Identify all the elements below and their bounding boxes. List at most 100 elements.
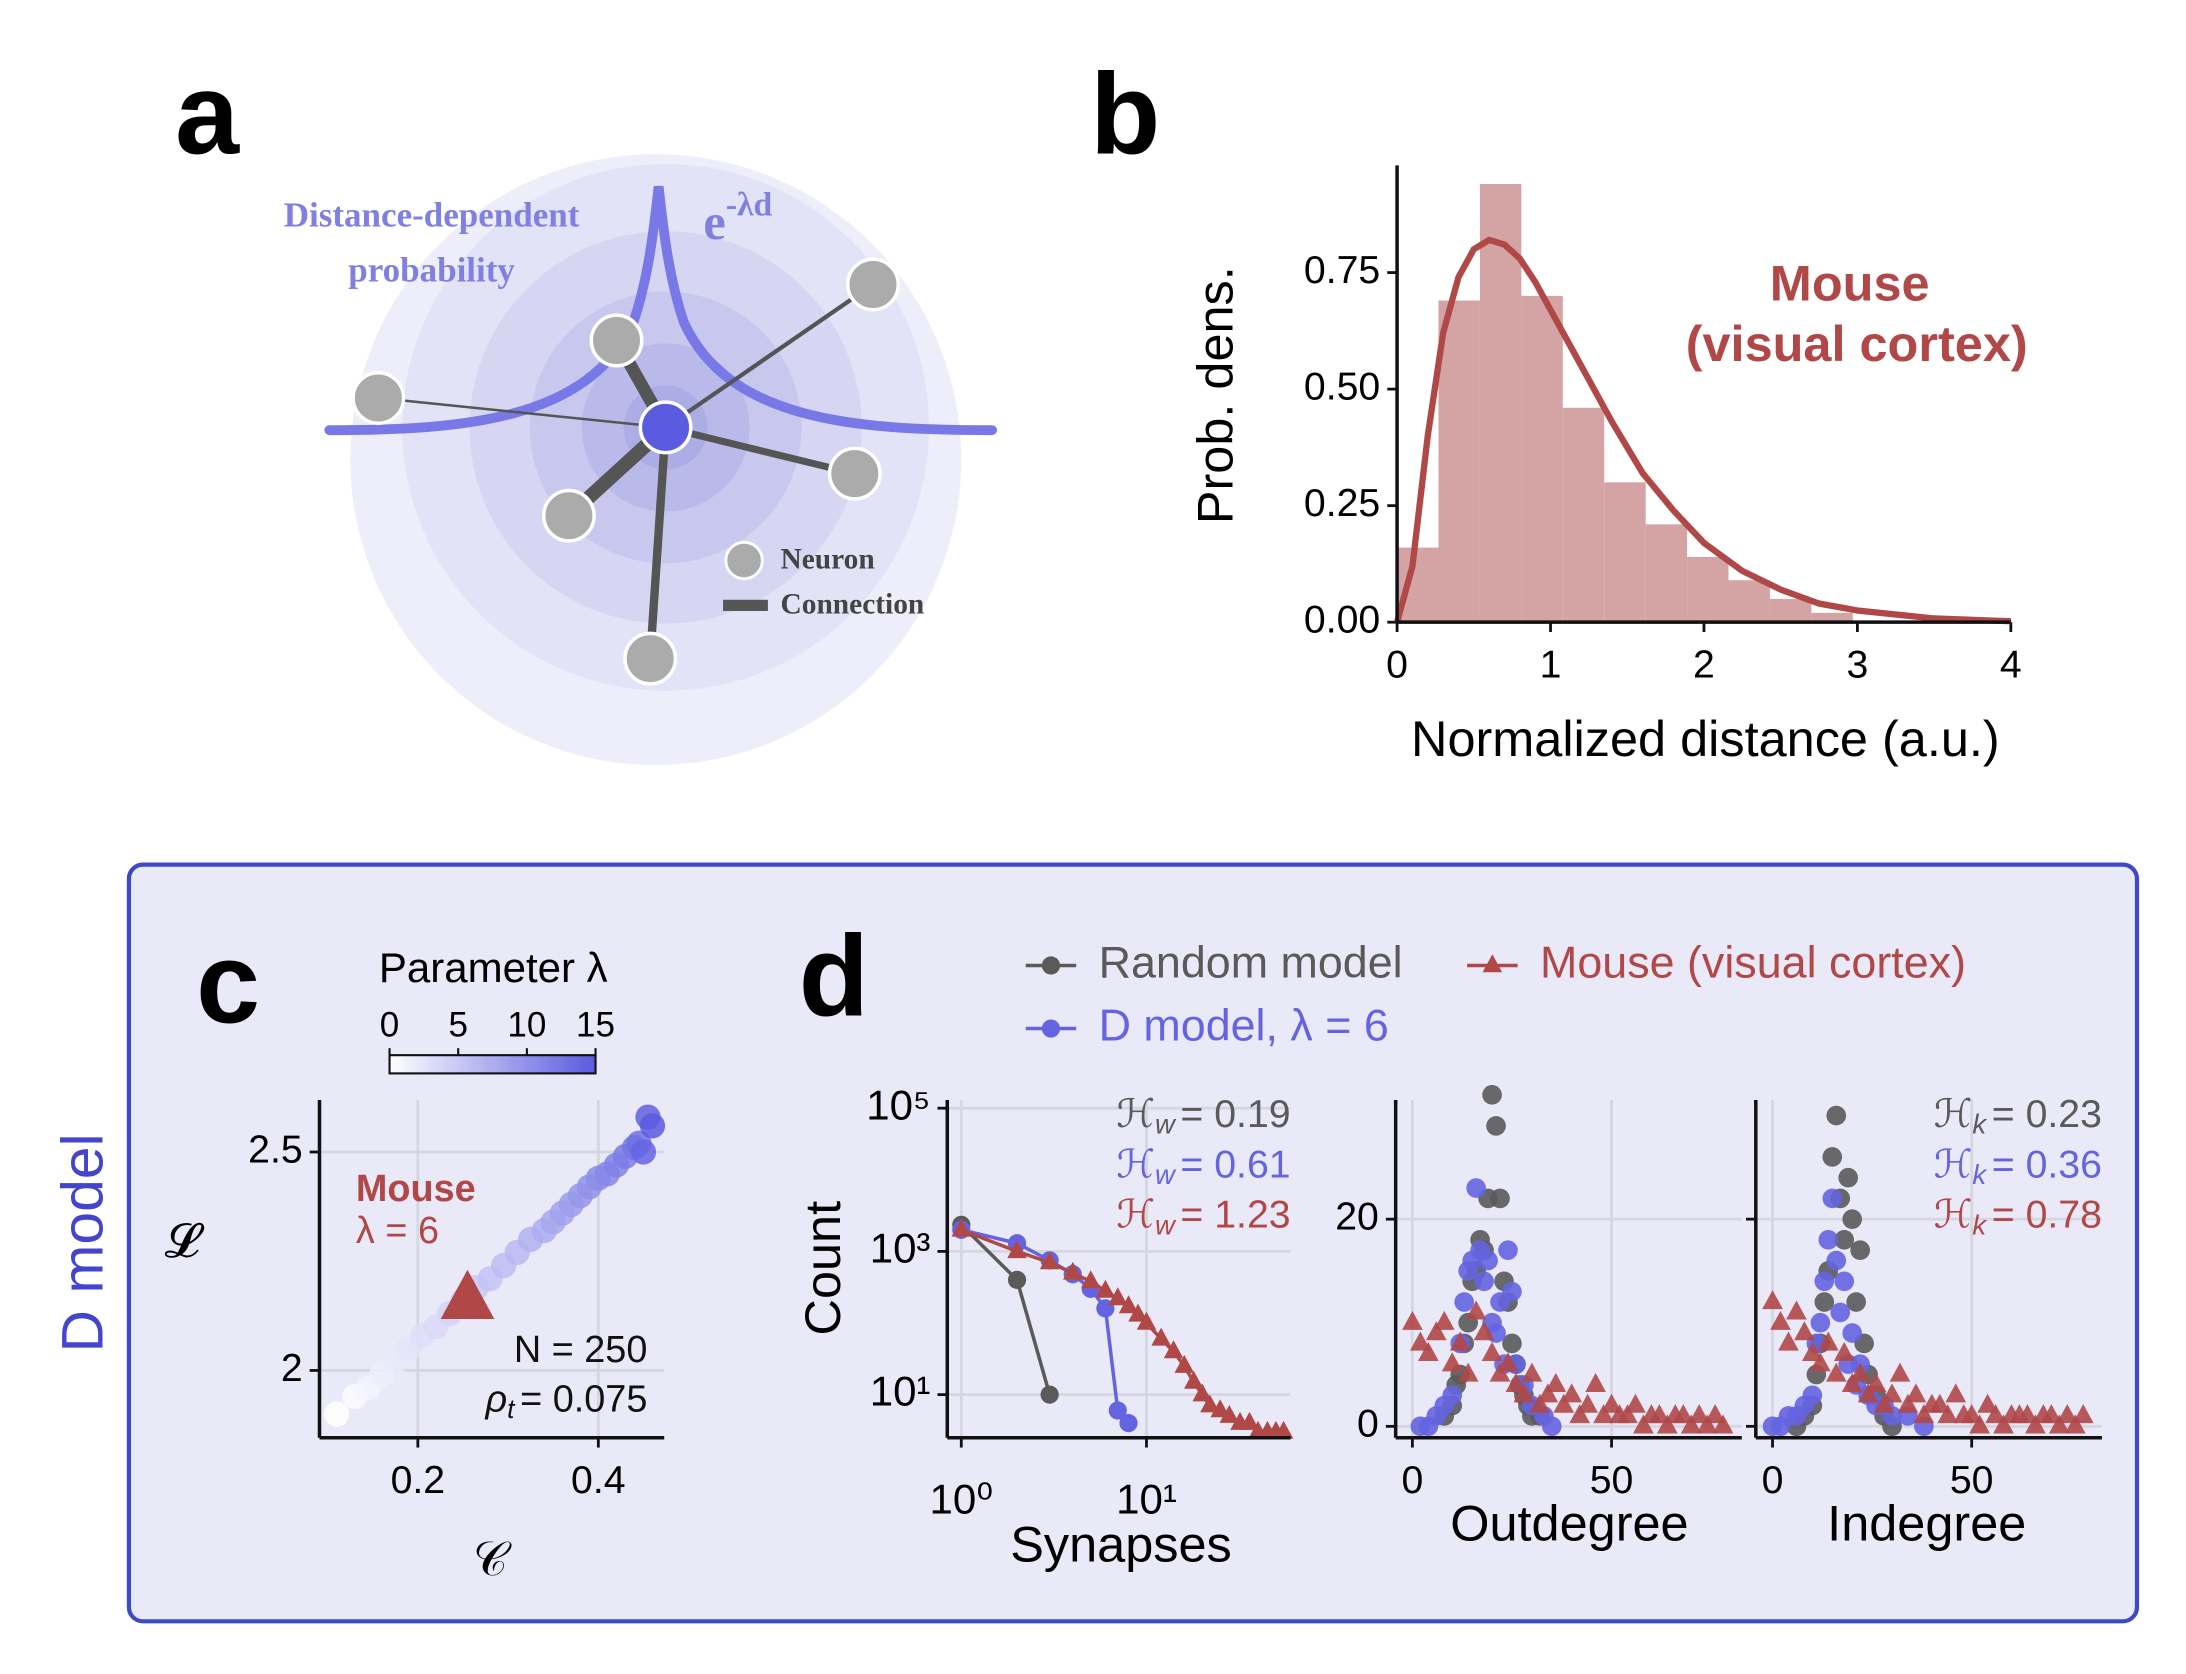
marker [1040, 1385, 1059, 1404]
marker [1913, 1404, 1935, 1424]
y-tick-label: 0.75 [1304, 248, 1380, 292]
point [630, 1139, 657, 1165]
bar [1769, 598, 1812, 623]
marker [1410, 1331, 1431, 1351]
y-tick-label: 20 [1335, 1195, 1379, 1239]
bar [1645, 524, 1688, 623]
marker [1080, 1270, 1101, 1289]
marker [1200, 1394, 1220, 1413]
y-tick-label: 0.25 [1304, 481, 1380, 525]
marker [1466, 1178, 1486, 1198]
neurons [351, 257, 900, 686]
y-tick-label: 0.00 [1304, 598, 1380, 642]
annotation-subscript: k [1972, 1210, 1987, 1241]
marker [1822, 1188, 1843, 1209]
y-axis-label: Prob. dens. [1186, 266, 1243, 524]
marker [1802, 1341, 1823, 1361]
panel-label: a [175, 51, 240, 179]
bar [1438, 300, 1480, 623]
marker [1417, 1341, 1439, 1361]
marker [1905, 1383, 1927, 1403]
annotation-symbol: ℋ [1116, 1143, 1155, 1187]
marker [1561, 1383, 1583, 1403]
formula-exponent: -λd [726, 186, 773, 223]
marker [1849, 1362, 1871, 1382]
y-axis-label: Count [794, 1201, 851, 1336]
marker [1897, 1393, 1919, 1413]
diagram-title: probability [348, 250, 515, 289]
marker [1656, 1414, 1678, 1434]
marker [1465, 1300, 1487, 1320]
annotation-subscript: w [1155, 1210, 1177, 1241]
marker [1219, 1404, 1240, 1423]
marker [1541, 1416, 1562, 1437]
annotation-symbol: ℋ [1934, 1143, 1973, 1187]
y-tick-label: 0 [1357, 1402, 1379, 1446]
bar [1397, 547, 1439, 623]
annotation-subscript: w [1155, 1159, 1177, 1190]
marker [1833, 1341, 1855, 1361]
marker [1945, 1383, 1967, 1403]
marker [1529, 1393, 1551, 1413]
marker [1881, 1383, 1903, 1403]
marker [1482, 1085, 1502, 1105]
connection [662, 423, 859, 478]
x-tick-label: 4 [2000, 642, 2022, 686]
box-label: D model [50, 1133, 115, 1352]
marker [1183, 1370, 1204, 1389]
marker [1826, 1105, 1847, 1126]
annotation-subscript: w [1155, 1109, 1177, 1140]
x-tick-label: 10¹ [1116, 1475, 1177, 1522]
marker [1770, 1310, 1791, 1330]
marker [1118, 1295, 1139, 1314]
marker [2048, 1414, 2070, 1434]
legend-text: Random model [1099, 936, 1403, 987]
marker [1545, 1372, 1567, 1393]
marker [2017, 1404, 2038, 1424]
marker [1474, 1271, 1494, 1292]
annotation: Mouse [1770, 255, 1930, 312]
marker [1929, 1393, 1951, 1413]
panel-label: c [196, 919, 260, 1047]
center-neuron [638, 400, 693, 455]
legend-marker [1482, 954, 1503, 973]
marker [1007, 1270, 1027, 1290]
legend-connection [723, 599, 768, 611]
annotation: ℋk = 0.36 [1934, 1143, 2102, 1191]
x-tick-label: 0.4 [571, 1458, 626, 1502]
marker [1489, 1362, 1511, 1382]
probability-curve [324, 185, 998, 436]
colorbar-tick-label: 5 [448, 1005, 467, 1044]
marker [1454, 1292, 1474, 1312]
bar [1811, 612, 1853, 623]
annotation: ℋk = 0.23 [1934, 1092, 2102, 1140]
legend-text: Neuron [781, 544, 875, 576]
annotation: λ = 6 [356, 1210, 439, 1252]
annotation-value: = 0.23 [1992, 1092, 2102, 1136]
marker [1961, 1404, 1983, 1424]
marker [2025, 1414, 2046, 1434]
annotation-value: = 0.19 [1180, 1092, 1290, 1136]
annotation-symbol: ρ [484, 1378, 507, 1420]
neuron [351, 371, 406, 425]
marker [1802, 1385, 1823, 1406]
y-tick-label: 2 [281, 1346, 303, 1390]
marker [1108, 1401, 1127, 1420]
marker [1457, 1362, 1479, 1382]
x-tick-label: 10⁰ [930, 1475, 994, 1522]
marker [1585, 1372, 1606, 1393]
y-tick-label: 2.5 [248, 1127, 303, 1171]
annotation: ℋw = 0.19 [1116, 1092, 1290, 1140]
marker [1633, 1414, 1654, 1434]
x-tick-label: 1 [1540, 642, 1562, 686]
marker [1007, 1240, 1027, 1259]
marker [1865, 1372, 1887, 1393]
neuron [827, 446, 882, 501]
marker [1473, 1321, 1495, 1341]
marker [1569, 1404, 1591, 1424]
marker [1993, 1414, 2014, 1434]
marker [1838, 1167, 1859, 1188]
marker [1151, 1327, 1171, 1346]
y-tick-label: 0.50 [1304, 364, 1380, 408]
